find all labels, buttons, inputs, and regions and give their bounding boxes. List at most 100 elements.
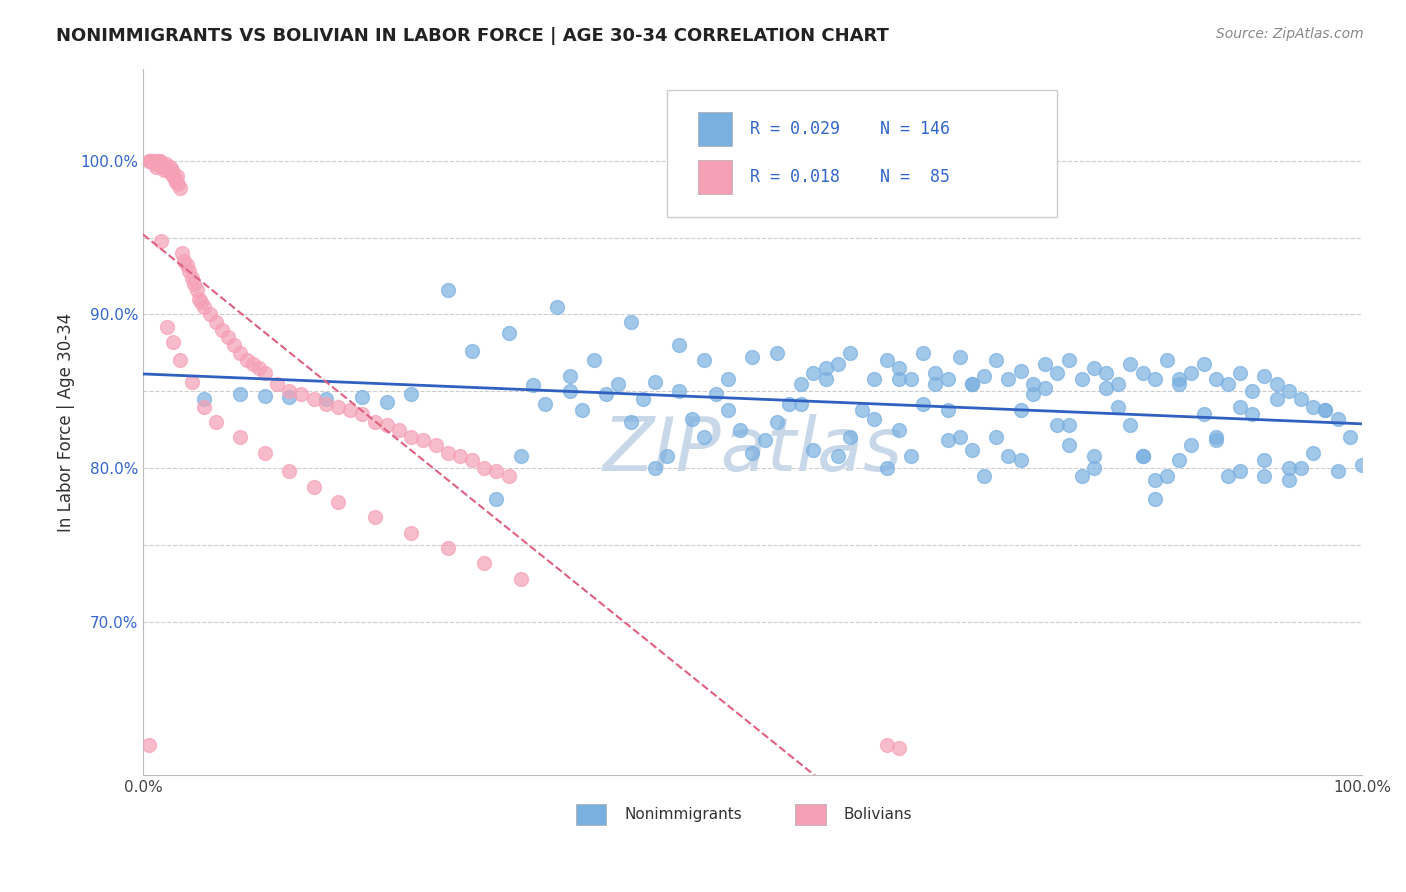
Point [522, 378, 544, 392]
Point [1278, 461, 1301, 475]
Point [148, 153, 170, 168]
Point [1302, 400, 1324, 414]
Point [278, 384, 301, 399]
Point [152, 163, 174, 178]
Point [912, 396, 935, 410]
Point [142, 153, 165, 168]
Point [644, 461, 666, 475]
Point [876, 353, 898, 368]
Point [1278, 474, 1301, 488]
Point [436, 541, 458, 555]
Point [315, 392, 337, 406]
Point [326, 400, 349, 414]
Point [169, 181, 191, 195]
Point [399, 387, 422, 401]
Point [485, 464, 508, 478]
Point [1059, 353, 1081, 368]
Point [159, 160, 181, 174]
Point [1083, 449, 1105, 463]
Point [352, 390, 374, 404]
Point [839, 346, 862, 360]
Point [472, 461, 495, 475]
Point [278, 464, 301, 478]
Point [150, 157, 173, 171]
Point [1339, 430, 1361, 444]
Point [142, 153, 165, 168]
Point [1315, 402, 1337, 417]
Point [1132, 449, 1154, 463]
Text: NONIMMIGRANTS VS BOLIVIAN IN LABOR FORCE | AGE 30-34 CORRELATION CHART: NONIMMIGRANTS VS BOLIVIAN IN LABOR FORCE… [56, 27, 889, 45]
Point [198, 307, 221, 321]
Point [1351, 458, 1374, 472]
Point [1216, 468, 1239, 483]
Point [558, 384, 581, 399]
Point [150, 234, 173, 248]
Point [162, 169, 184, 183]
Point [1010, 453, 1032, 467]
Point [1253, 453, 1275, 467]
Point [138, 738, 160, 752]
Point [436, 446, 458, 460]
Point [485, 491, 508, 506]
Point [1180, 438, 1202, 452]
Text: ZIPatlas: ZIPatlas [602, 414, 903, 486]
Bar [697, 161, 731, 194]
Point [644, 375, 666, 389]
Point [986, 430, 1008, 444]
Point [180, 270, 202, 285]
Point [924, 376, 946, 391]
FancyBboxPatch shape [666, 90, 1057, 217]
Point [509, 572, 531, 586]
Point [546, 300, 568, 314]
Point [1059, 438, 1081, 452]
Point [242, 357, 264, 371]
Point [141, 153, 163, 168]
Point [224, 338, 246, 352]
Point [766, 415, 789, 429]
Point [235, 353, 257, 368]
Point [1326, 412, 1348, 426]
Point [827, 449, 849, 463]
Point [1253, 468, 1275, 483]
Point [973, 368, 995, 383]
Point [170, 246, 193, 260]
Point [1289, 461, 1312, 475]
Point [1143, 474, 1166, 488]
Point [876, 461, 898, 475]
Point [1289, 392, 1312, 406]
Point [619, 315, 641, 329]
Point [425, 438, 447, 452]
Point [827, 357, 849, 371]
Point [139, 153, 162, 168]
Point [1315, 402, 1337, 417]
Point [149, 153, 172, 168]
Point [1107, 376, 1129, 391]
Point [138, 153, 160, 168]
Point [498, 326, 520, 340]
Bar [697, 112, 731, 146]
Point [949, 351, 972, 365]
Point [315, 396, 337, 410]
Point [1083, 361, 1105, 376]
Point [509, 449, 531, 463]
Point [162, 334, 184, 349]
Point [302, 392, 325, 406]
Point [183, 277, 205, 291]
Point [1046, 417, 1069, 432]
Point [803, 442, 825, 457]
Point [607, 376, 630, 391]
Point [778, 396, 800, 410]
Bar [796, 804, 825, 825]
Point [375, 417, 398, 432]
Point [655, 449, 678, 463]
Point [1107, 400, 1129, 414]
Point [949, 430, 972, 444]
Point [1241, 407, 1264, 421]
Point [960, 376, 983, 391]
Point [155, 157, 177, 171]
Point [912, 346, 935, 360]
Point [472, 557, 495, 571]
Point [1070, 372, 1092, 386]
Point [326, 495, 349, 509]
Point [668, 338, 690, 352]
